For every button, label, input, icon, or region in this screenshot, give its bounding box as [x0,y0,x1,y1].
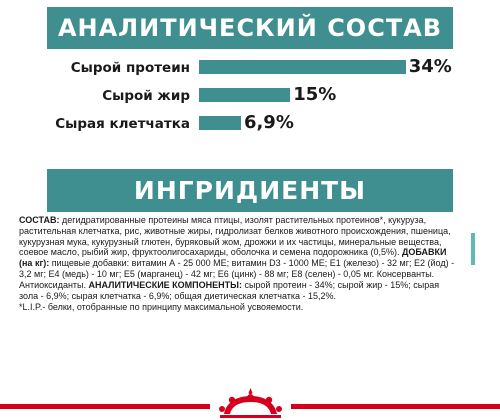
composition-body: дегидратированные протеины мяса птицы, и… [19,215,451,258]
additives-body: пищевые добавки: витамин А - 25 000 МЕ; … [19,258,455,290]
analysis-header: АНАЛИТИЧЕСКИЙ СОСТАВ [47,7,453,49]
analysis-row-fiber: Сырая клетчатка 6,9% [0,112,500,136]
side-decoration-line [471,233,475,265]
analysis-value: 34% [408,56,452,77]
analysis-row-protein: Сырой протеин 34% [0,56,500,80]
composition-label: СОСТАВ: [19,215,60,225]
analytic-label: АНАЛИТИЧЕСКИЕ КОМПОНЕНТЫ: [88,279,242,290]
analysis-row-fat: Сырой жир 15% [0,84,500,108]
composition-paragraph: СОСТАВ: дегидратированные протеины мяса … [19,215,459,301]
analysis-label: Сырая клетчатка [55,116,190,132]
royal-canin-crown-logo [219,388,282,418]
composition-text: СОСТАВ: дегидратированные протеины мяса … [19,215,459,313]
analysis-bar [199,116,241,130]
analytic-body: сырой протеин - 34%; сырой жир - 15%; сы… [19,279,440,301]
analysis-value: 6,9% [243,112,294,133]
analysis-bar [199,60,406,74]
additives-label: ДОБАВКИ (на кг): [19,247,447,269]
footer-red-line-left [0,404,210,409]
footer-red-line-right [291,404,500,409]
analysis-value: 15% [293,84,337,105]
ingredients-header: ИНГРИДИЕНТЫ [47,169,453,212]
analysis-bar [199,88,291,102]
analysis-label: Сырой жир [102,88,190,104]
analysis-label: Сырой протеин [70,60,190,76]
footnote: *L.I.P.- белки, отобранные по принципу м… [19,302,304,313]
